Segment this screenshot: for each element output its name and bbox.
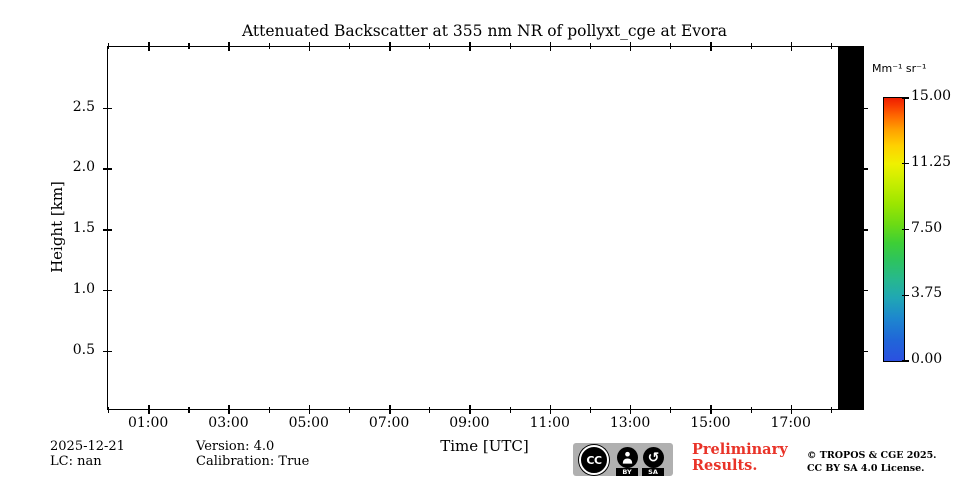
x-major-tick — [790, 405, 793, 414]
colorbar-tick — [902, 294, 909, 296]
x-minor-tick — [188, 43, 190, 49]
x-minor-tick — [830, 43, 833, 49]
x-major-tick — [148, 42, 150, 51]
y-major-tick — [103, 229, 112, 231]
x-major-tick — [148, 405, 150, 414]
x-minor-tick — [509, 407, 511, 413]
x-major-tick — [710, 42, 712, 51]
x-major-tick — [469, 42, 471, 51]
x-major-tick — [228, 42, 230, 51]
x-tick-label: 01:00 — [127, 415, 169, 431]
date-label: 2025-12-21 — [50, 439, 125, 454]
colorbar-tick-label: 3.75 — [911, 285, 943, 302]
x-minor-tick — [830, 407, 833, 413]
plot-area: 01:00 03:00 05:00 07:00 09:00 11:00 13:00 15:00… — [73, 42, 868, 431]
y-major-tick — [859, 289, 868, 292]
x-major-tick — [389, 405, 391, 414]
y-major-tick — [859, 168, 868, 170]
colorbar — [883, 97, 909, 362]
lidar-constant-label: LC: nan — [50, 454, 102, 469]
colorbar-tick-label: 11.25 — [911, 153, 952, 170]
y-major-tick — [859, 107, 868, 110]
y-tick-label: 1.0 — [72, 281, 95, 298]
y-tick-label: 2.0 — [72, 159, 95, 176]
y-major-tick — [103, 107, 112, 110]
cc-logo-icon: CC — [579, 445, 609, 475]
y-tick-label: 1.5 — [72, 220, 95, 237]
x-major-tick — [308, 405, 311, 414]
preliminary-results-note: Preliminary Results. — [692, 441, 788, 474]
version-label: Version: 4.0 — [196, 439, 275, 454]
colorbar-tick — [902, 163, 909, 165]
colorbar-unit-label: Mm⁻¹ sr⁻¹ — [872, 62, 927, 75]
x-minor-tick — [589, 43, 592, 49]
x-major-tick — [469, 405, 471, 414]
x-minor-tick — [108, 43, 110, 49]
x-minor-tick — [268, 43, 270, 49]
y-tick-label: 2.5 — [72, 98, 95, 115]
colorbar-tick — [902, 97, 909, 99]
y-tick-label: 0.5 — [72, 341, 95, 358]
x-tick-label: 17:00 — [770, 415, 811, 431]
y-major-tick — [103, 168, 112, 170]
cc-by-label: BY — [616, 468, 638, 476]
y-axis-label: Height [km] — [48, 181, 66, 273]
x-minor-tick — [348, 43, 351, 49]
y-major-tick — [103, 350, 112, 353]
cc-sa-label: SA — [642, 468, 664, 476]
calibration-label: Calibration: True — [196, 454, 310, 469]
cc-license-badge: CC ↺ BY SA — [573, 443, 673, 476]
chart-title: Attenuated Backscatter at 355 nm NR of p… — [241, 22, 728, 40]
x-minor-tick — [670, 43, 672, 49]
x-tick-label: 13:00 — [609, 415, 651, 431]
colorbar-tick-label: 7.50 — [911, 219, 943, 236]
x-minor-tick — [429, 407, 431, 413]
no-data-band — [837, 47, 863, 409]
x-major-tick — [549, 405, 552, 414]
x-minor-tick — [348, 407, 351, 413]
colorbar-tick — [902, 360, 909, 362]
cc-logo-text: CC — [586, 453, 602, 467]
x-minor-tick — [750, 43, 752, 49]
y-major-tick — [103, 289, 112, 292]
x-minor-tick — [509, 43, 511, 49]
x-tick-label: 07:00 — [368, 415, 410, 431]
x-minor-tick — [670, 407, 672, 413]
colorbar-tick-label: 0.00 — [911, 351, 943, 367]
x-axis-label: Time [UTC] — [440, 437, 529, 455]
x-tick-label: 03:00 — [208, 415, 249, 431]
x-tick-label: 09:00 — [449, 415, 490, 431]
x-major-tick — [630, 42, 632, 51]
x-major-tick — [790, 42, 793, 51]
x-minor-tick — [268, 407, 270, 413]
x-tick-label: 11:00 — [529, 415, 570, 431]
x-major-tick — [228, 405, 230, 414]
x-minor-tick — [188, 407, 190, 413]
x-major-tick — [389, 42, 391, 51]
x-major-tick — [308, 42, 311, 51]
x-minor-tick — [750, 407, 752, 413]
x-tick-label: 05:00 — [288, 415, 329, 431]
copyright-note: © TROPOS & CGE 2025. CC BY SA 4.0 Licens… — [807, 450, 937, 474]
colorbar-tick-label: 15.00 — [911, 88, 952, 104]
x-major-tick — [549, 42, 552, 51]
cc-by-person-icon — [617, 447, 638, 468]
y-major-tick — [859, 229, 868, 231]
x-major-tick — [710, 405, 712, 414]
x-minor-tick — [429, 43, 431, 49]
cc-sa-arrow-icon: ↺ — [643, 447, 664, 468]
x-minor-tick — [108, 407, 110, 413]
y-major-tick — [859, 350, 868, 353]
x-minor-tick — [589, 407, 592, 413]
x-major-tick — [630, 405, 632, 414]
colorbar-tick — [902, 228, 909, 231]
x-tick-label: 15:00 — [690, 415, 731, 431]
